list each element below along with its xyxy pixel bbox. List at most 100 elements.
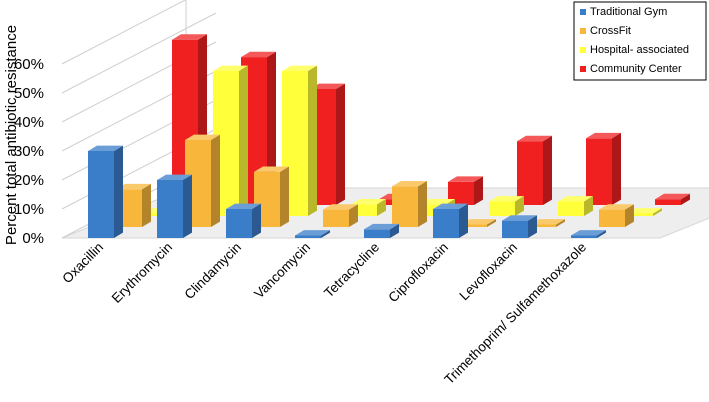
bar-top-face xyxy=(254,166,289,172)
bar-front-face xyxy=(586,138,612,205)
bar-front-face xyxy=(295,235,321,238)
legend-swatch xyxy=(580,66,586,72)
bar-top-face xyxy=(655,193,690,200)
bar-side-face xyxy=(597,230,606,238)
bar-side-face xyxy=(528,215,537,238)
bar-side-face xyxy=(114,145,123,238)
bar-side-face xyxy=(239,65,248,216)
y-tick-label: 30% xyxy=(14,143,44,160)
bar-side-face xyxy=(612,132,621,205)
bar-top-face xyxy=(226,203,261,209)
bar-side-face xyxy=(515,196,524,216)
bar xyxy=(461,219,496,227)
bar-side-face xyxy=(556,219,565,227)
x-axis-categories: Oxacillin Erythromycin Clindamycin Vancomyc… xyxy=(59,240,589,388)
bar-top-face xyxy=(558,196,593,202)
category-label: Levofloxacin xyxy=(456,240,520,304)
bar-top-face xyxy=(489,196,524,202)
bar-top-face xyxy=(392,181,427,187)
bar-front-face xyxy=(323,209,349,227)
bar-side-face xyxy=(487,219,496,227)
bar xyxy=(226,203,261,238)
category-label: Vancomycin xyxy=(251,240,313,302)
legend-label: CrossFit xyxy=(590,25,631,37)
legend-box xyxy=(573,1,707,81)
bar-side-face xyxy=(252,203,261,238)
bar-side-face xyxy=(377,199,386,216)
bar xyxy=(392,181,427,227)
category-label: Oxacillin xyxy=(59,240,106,287)
legend-swatch xyxy=(580,9,586,15)
gridline xyxy=(61,0,187,65)
bar xyxy=(88,145,123,238)
bar-top-face xyxy=(599,204,634,210)
bar xyxy=(502,215,537,238)
bar-top-face xyxy=(88,145,123,151)
legend-label: Traditional Gym xyxy=(590,6,667,18)
bar xyxy=(558,196,593,216)
bar-side-face xyxy=(211,134,220,227)
bar-top-face xyxy=(627,208,662,214)
bar-top-face xyxy=(116,183,151,190)
bar-side-face xyxy=(584,196,593,216)
bar xyxy=(571,230,606,238)
bar-side-face xyxy=(336,83,345,205)
bar-top-face xyxy=(295,230,330,236)
bar-top-face xyxy=(461,219,496,225)
bar xyxy=(517,135,552,205)
bar-top-face xyxy=(517,135,552,142)
y-tick-label: 0% xyxy=(22,230,44,247)
bar-front-face xyxy=(226,209,252,238)
bar-side-face xyxy=(543,135,552,205)
bar xyxy=(627,208,662,216)
bar-top-face xyxy=(310,83,345,89)
bar xyxy=(351,199,386,216)
bar xyxy=(323,204,358,227)
y-tick-label: 50% xyxy=(14,85,44,102)
bar-front-face xyxy=(88,151,114,238)
bar xyxy=(282,65,317,216)
bar-side-face xyxy=(474,176,483,205)
bar-top-face xyxy=(448,176,483,182)
bar-front-face xyxy=(461,224,487,227)
y-tick-label: 20% xyxy=(14,172,44,189)
category-label: Trimethoprim/ Sulfamethoxazole xyxy=(441,240,589,388)
bar-top-face xyxy=(530,219,565,225)
y-axis-label: Percent total antibiotic resistance xyxy=(3,25,20,245)
bar-side-face xyxy=(459,203,468,238)
category-label: Clindamycin xyxy=(182,240,245,303)
bar-top-face xyxy=(282,65,317,71)
bar-top-face xyxy=(433,203,468,209)
bar-front-face xyxy=(157,180,183,238)
bar-front-face xyxy=(392,186,418,227)
bar-side-face xyxy=(280,166,289,227)
bar-side-face xyxy=(321,230,330,238)
bar-top-face xyxy=(185,134,220,140)
bar-side-face xyxy=(681,193,690,205)
bar-top-face xyxy=(241,51,276,58)
bar-side-face xyxy=(308,65,317,216)
bar-front-face xyxy=(599,209,625,227)
legend: Traditional Gym CrossFit Hospital- associa… xyxy=(573,1,707,81)
bar-side-face xyxy=(653,208,662,216)
category-label: Ciprofloxacin xyxy=(385,240,451,306)
bar-front-face xyxy=(530,224,556,227)
bar-top-face xyxy=(157,174,192,180)
bar-top-face xyxy=(420,199,455,205)
category-label: Tetracycline xyxy=(321,240,382,301)
bar-top-face xyxy=(571,230,606,236)
bar xyxy=(530,219,565,227)
category-label: Erythromycin xyxy=(109,240,175,306)
y-axis-ticks: 0% 10% 20% 30% 40% 50% 60% xyxy=(14,56,44,247)
legend-swatch xyxy=(580,28,586,34)
bar-front-face xyxy=(517,141,543,205)
bar-top-face xyxy=(351,199,386,205)
bar-front-face xyxy=(351,204,377,216)
bar-side-face xyxy=(625,204,634,227)
bar-top-face xyxy=(323,204,358,210)
bar-front-face xyxy=(489,201,515,216)
bar xyxy=(489,196,524,216)
bar-side-face xyxy=(142,183,151,227)
bar xyxy=(433,203,468,238)
